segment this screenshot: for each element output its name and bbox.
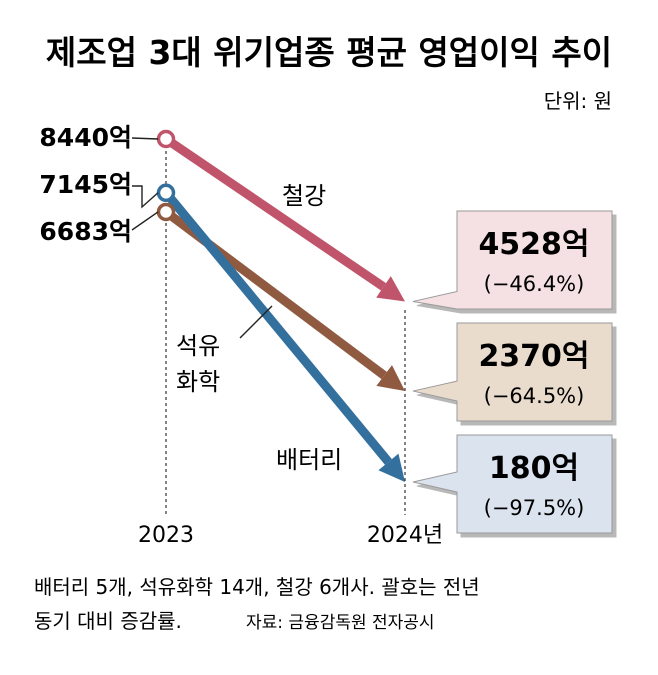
leader-line [132,185,159,209]
start-value-label: 8440억 [39,123,132,152]
series-line-배터리 [162,189,392,465]
start-value-label: 7145억 [39,170,132,199]
series-label-leader [239,305,273,339]
series-lines [156,129,405,482]
value-box-석유화학 [412,322,613,422]
end-value-label: 4528억 [478,227,589,262]
series-label-steel: 철강 [282,182,326,210]
unit-label: 단위: 원 [544,89,612,113]
footnote-line-2: 동기 대비 증감률. [34,609,182,633]
series-label-petrochem-2: 화학 [176,368,220,396]
arrowhead-철강 [376,276,405,302]
arrowhead-배터리 [378,453,405,482]
x-tick-label: 2023 [138,523,194,548]
start-value-label: 6683억 [39,217,132,246]
start-point-석유화학 [156,202,176,222]
change-label: (−46.4%) [484,272,585,296]
series-label-petrochem-1: 석유 [176,332,220,360]
footnote-line-1: 배터리 5개, 석유화학 14개, 철강 6개사. 괄호는 전년 [34,575,480,599]
end-value-label: 2370억 [478,339,589,374]
value-box-철강 [412,210,613,310]
start-point-배터리 [156,183,176,203]
series-line-철강 [163,135,387,291]
value-box-배터리 [412,434,613,534]
start-point-철강 [156,129,176,149]
chart-title: 제조업 3대 위기업종 평균 영업이익 추이 [46,33,612,72]
end-value-label: 180억 [489,451,579,486]
x-tick-label: 2024년 [367,523,443,548]
series-label-battery: 배터리 [276,446,342,474]
leader-line [131,137,159,140]
leader-line [131,211,159,231]
source-note: 자료: 금융감독원 전자공시 [246,613,435,633]
change-label: (−64.5%) [484,384,585,408]
change-label: (−97.5%) [484,496,585,520]
end-value-boxes: 4528억 (−46.4%) 2370억 (−64.5%) 180억 (−97.5%) [412,210,613,534]
arrowhead-석유화학 [376,365,405,392]
